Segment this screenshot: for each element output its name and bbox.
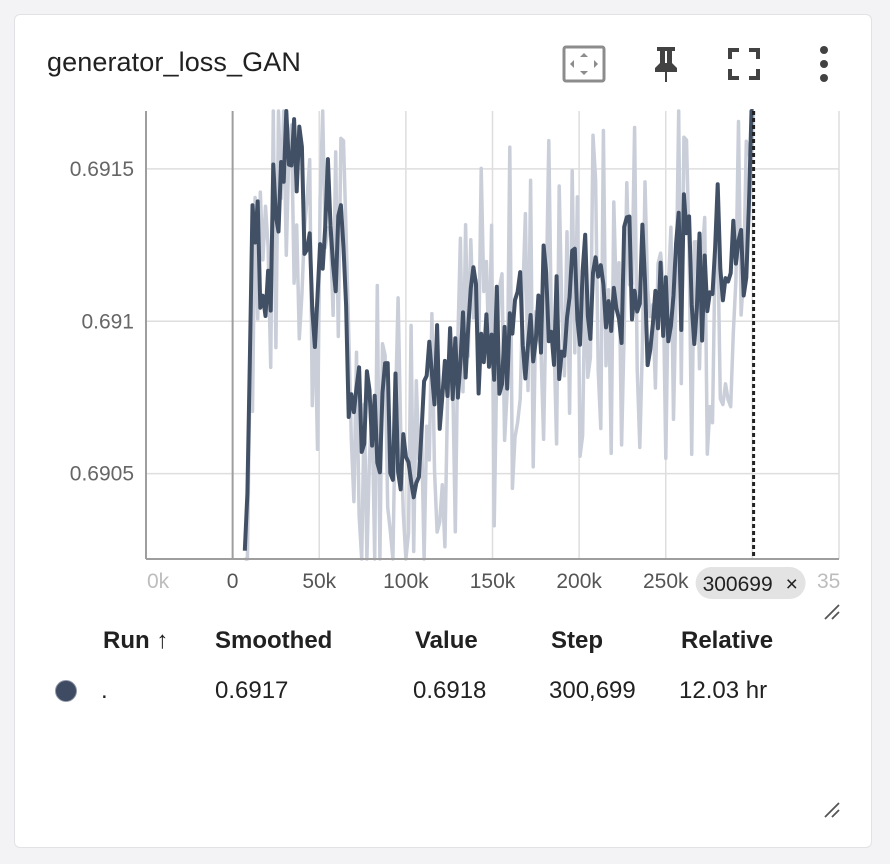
line-chart[interactable]: 0.6905 0.691 0.6915 0 50k 100k 150k 200k 250k 0k 3… — [15, 15, 871, 635]
cell-run: . — [101, 677, 108, 704]
cell-value: 0.6918 — [413, 677, 487, 704]
pin-button[interactable] — [643, 41, 689, 87]
y-tick-label: 0.691 — [81, 310, 134, 333]
fullscreen-button[interactable] — [721, 41, 767, 87]
y-tick-label: 0.6915 — [70, 158, 134, 181]
x-tick-label-edge-left: 0k — [147, 570, 170, 593]
cell-smoothed: 0.6917 — [215, 677, 289, 704]
more-vert-icon — [820, 46, 828, 82]
x-tick-label: 150k — [470, 570, 516, 593]
smoothed-series-line — [242, 109, 754, 551]
x-tick-label: 0 — [227, 570, 239, 593]
x-tick-label: 250k — [643, 570, 689, 593]
fit-to-data-icon — [562, 45, 606, 83]
col-header-value: Value — [415, 627, 478, 654]
fit-to-data-button[interactable] — [561, 41, 607, 87]
col-header-relative: Relative — [681, 627, 774, 654]
card-title: generator_loss_GAN — [47, 47, 301, 77]
more-options-button[interactable] — [801, 41, 847, 87]
scalar-card: generator_loss_GAN 0.6905 0.691 0.6915 0 50k… — [14, 14, 872, 848]
run-color-dot — [55, 680, 77, 702]
card-resize-handle[interactable] — [823, 801, 841, 819]
pin-icon — [655, 47, 677, 82]
hover-step-label: 300699 — [703, 573, 773, 596]
x-tick-label: 50k — [302, 570, 336, 593]
col-header-step: Step — [551, 627, 604, 654]
hover-step-chip[interactable] — [695, 567, 806, 599]
close-icon[interactable]: × — [786, 573, 798, 596]
cell-relative: 12.03 hr — [679, 677, 768, 704]
fullscreen-icon — [728, 48, 760, 80]
x-tick-label: 200k — [556, 570, 602, 593]
chart-resize-handle[interactable] — [823, 603, 841, 621]
cell-step: 300,699 — [549, 677, 636, 704]
col-header-smoothed: Smoothed — [215, 627, 333, 654]
x-tick-label: 100k — [383, 570, 429, 593]
y-tick-label: 0.6905 — [70, 463, 134, 486]
col-header-run[interactable]: Run ↑ — [103, 627, 169, 654]
x-tick-label-edge-right: 35 — [817, 570, 840, 593]
